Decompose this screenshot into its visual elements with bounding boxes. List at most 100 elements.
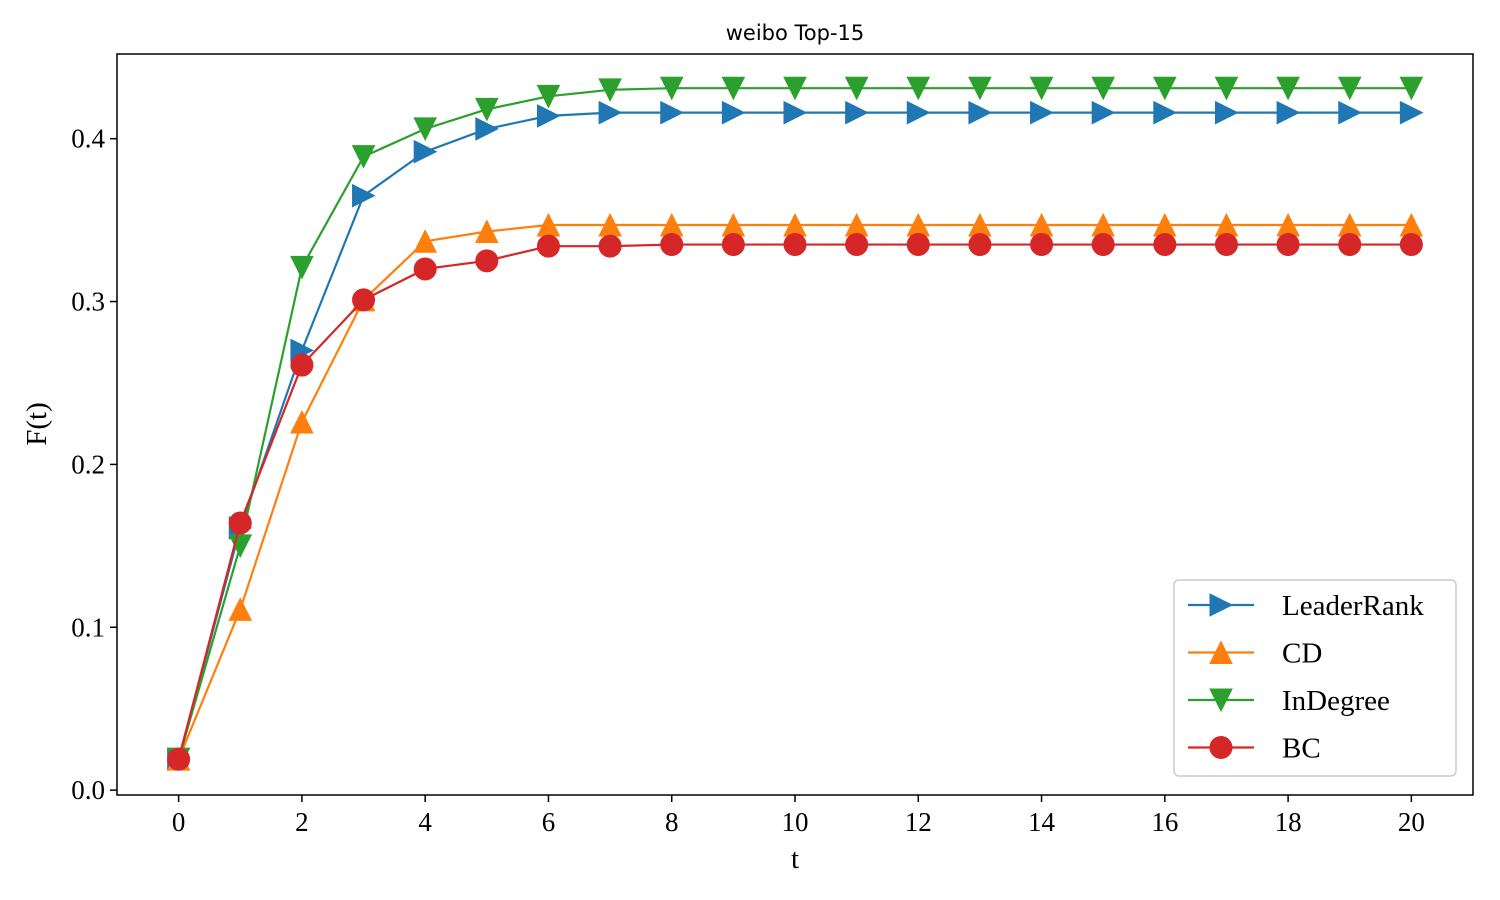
data-point-indegree — [1337, 76, 1362, 101]
data-point-indegree — [290, 255, 314, 280]
data-point-leaderrank — [906, 100, 931, 125]
data-point-indegree — [351, 145, 376, 169]
legend-item-bc: BC — [1188, 733, 1321, 765]
data-point-bc — [968, 233, 992, 257]
data-point-indegree — [1276, 76, 1300, 101]
data-point-leaderrank — [352, 183, 376, 208]
data-point-bc — [1276, 233, 1300, 257]
data-point-indegree — [413, 117, 437, 142]
legend-box — [1173, 579, 1457, 777]
data-point-leaderrank — [783, 100, 808, 125]
legend-item-indegree: InDegree — [1188, 685, 1390, 717]
data-point-indegree — [783, 76, 807, 101]
data-point-bc — [352, 288, 376, 312]
data-point-leaderrank — [845, 100, 869, 125]
data-point-indegree — [1153, 76, 1177, 101]
data-point-leaderrank — [536, 104, 561, 128]
data-point-cd — [228, 597, 253, 621]
data-point-bc — [1214, 233, 1238, 257]
y-tick-label: 0.1 — [71, 612, 105, 642]
data-point-indegree — [1399, 76, 1424, 101]
y-tick-label: 0.2 — [71, 449, 105, 479]
data-point-indegree — [844, 76, 869, 101]
data-point-indegree — [1214, 76, 1239, 101]
legend-marker-bc — [1209, 736, 1233, 759]
data-point-bc — [1091, 233, 1115, 257]
y-tick-label: 0.0 — [71, 775, 105, 805]
data-point-indegree — [906, 76, 931, 101]
data-point-bc — [413, 257, 437, 281]
data-point-leaderrank — [1399, 100, 1424, 125]
x-tick-label: 12 — [905, 807, 932, 837]
data-point-bc — [1399, 233, 1423, 257]
legend-marker-indegree — [1209, 688, 1233, 713]
data-point-bc — [783, 233, 807, 257]
data-point-bc — [228, 511, 252, 535]
x-tick-label: 18 — [1275, 807, 1302, 837]
data-point-bc — [660, 233, 684, 257]
data-point-bc — [536, 234, 560, 258]
data-point-indegree — [968, 76, 992, 101]
data-point-leaderrank — [1214, 100, 1239, 125]
legend-marker-leaderrank — [1209, 593, 1234, 617]
data-point-leaderrank — [968, 100, 993, 125]
data-point-cd — [413, 229, 437, 253]
data-point-cd — [475, 219, 499, 244]
data-point-leaderrank — [1276, 100, 1301, 125]
series-leaderrank — [167, 100, 1424, 771]
x-tick-label: 8 — [665, 807, 679, 837]
data-point-indegree — [598, 78, 622, 102]
data-point-bc — [475, 249, 499, 273]
legend-item-leaderrank: LeaderRank — [1188, 590, 1424, 622]
data-point-leaderrank — [413, 139, 438, 164]
data-point-cd — [290, 409, 314, 434]
data-point-indegree — [475, 97, 499, 122]
x-tick-label: 20 — [1398, 807, 1425, 837]
data-point-indegree — [659, 76, 684, 101]
data-point-bc — [1338, 233, 1362, 257]
data-point-indegree — [1091, 76, 1115, 101]
legend-label: LeaderRank — [1282, 590, 1424, 622]
legend-marker-cd — [1209, 640, 1233, 664]
legend-label: CD — [1282, 638, 1322, 670]
data-point-leaderrank — [1153, 100, 1177, 125]
data-point-leaderrank — [598, 100, 623, 125]
data-point-leaderrank — [721, 100, 746, 125]
data-point-bc — [721, 233, 745, 257]
x-axis: 0 2 4 6 8 10 12 14 16 18 20 — [172, 795, 1425, 837]
x-tick-label: 14 — [1028, 807, 1056, 837]
data-point-indegree — [536, 84, 561, 109]
y-tick-label: 0.4 — [71, 124, 105, 154]
data-point-leaderrank — [660, 100, 684, 125]
plot-area — [166, 76, 1424, 772]
data-point-bc — [167, 747, 191, 771]
legend-label: BC — [1282, 733, 1321, 765]
data-point-bc — [1153, 233, 1177, 257]
data-point-bc — [845, 233, 869, 257]
data-point-leaderrank — [1338, 100, 1362, 125]
data-point-indegree — [1029, 76, 1054, 101]
x-tick-label: 6 — [542, 807, 556, 837]
chart-title: weibo Top-15 — [726, 21, 865, 45]
series-bc — [167, 233, 1423, 771]
legend: LeaderRank CD InDegree BC — [1173, 579, 1457, 777]
data-point-leaderrank — [1091, 100, 1116, 125]
data-point-indegree — [721, 76, 746, 101]
y-tick-label: 0.3 — [71, 287, 105, 317]
x-tick-label: 0 — [172, 807, 186, 837]
data-point-bc — [906, 233, 930, 257]
data-point-bc — [1030, 233, 1054, 257]
x-tick-label: 16 — [1151, 807, 1178, 837]
data-point-leaderrank — [1030, 100, 1054, 125]
data-point-leaderrank — [475, 117, 499, 141]
x-tick-label: 10 — [782, 807, 809, 837]
data-point-bc — [290, 353, 314, 377]
legend-label: InDegree — [1282, 685, 1390, 717]
legend-item-cd: CD — [1188, 638, 1322, 670]
y-axis: 0.0 0.1 0.2 0.3 0.4 — [71, 124, 117, 805]
y-axis-label: F(t) — [21, 402, 53, 446]
data-point-bc — [598, 234, 622, 258]
x-tick-label: 4 — [418, 807, 432, 837]
x-tick-label: 2 — [295, 807, 309, 837]
